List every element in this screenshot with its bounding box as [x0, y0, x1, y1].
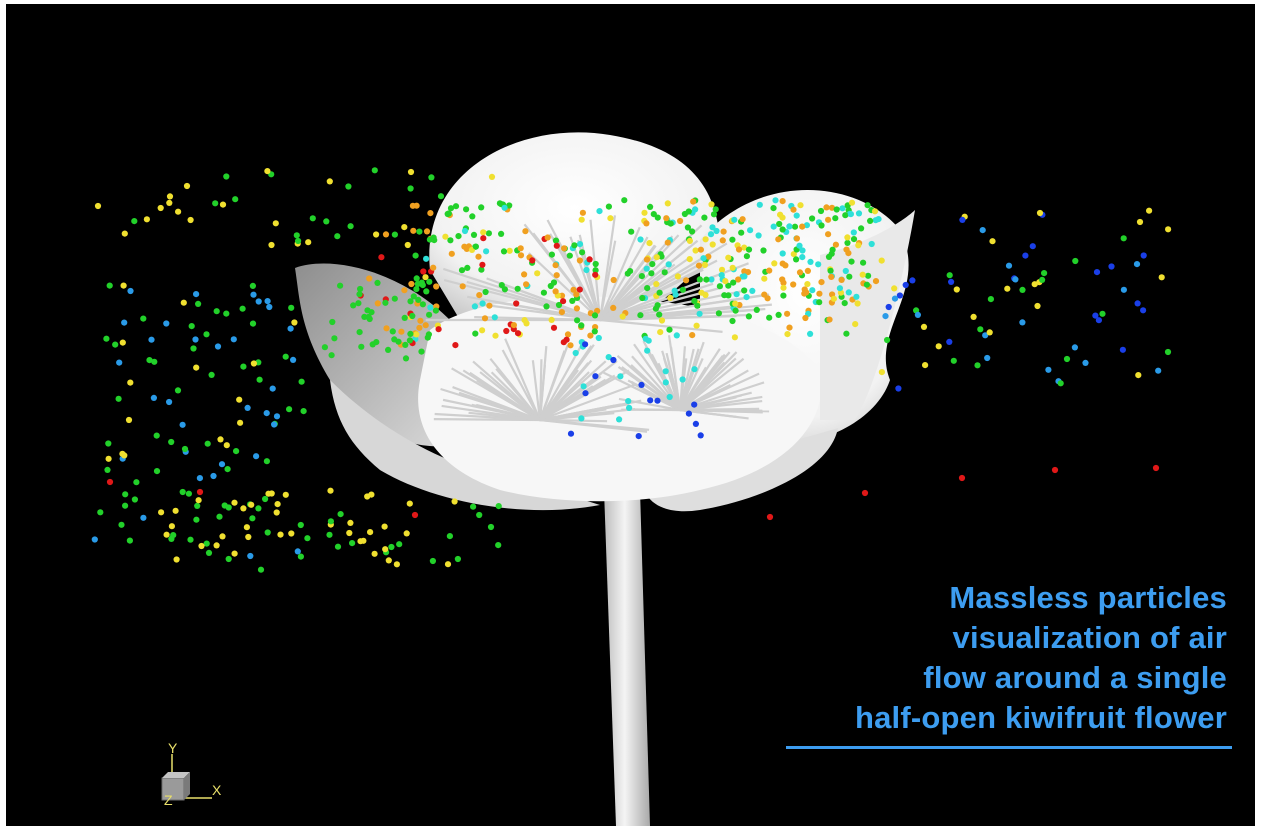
axis-triad [161, 754, 212, 801]
axis-label-z: Z [164, 792, 173, 808]
caption-line-3: flow around a single [923, 660, 1227, 695]
back-petal [429, 132, 720, 320]
axis-label-x: X [212, 782, 222, 798]
caption: Massless particles visualization of air … [757, 578, 1227, 738]
axis-label-y: Y [168, 740, 178, 756]
caption-underline [786, 746, 1232, 749]
caption-line-4: half-open kiwifruit flower [854, 700, 1227, 735]
flower-stem [604, 490, 650, 826]
frame-border-right [1255, 0, 1261, 826]
frame-border-left [0, 0, 6, 826]
caption-line-1: Massless particles [949, 580, 1227, 615]
frame-border-top [0, 0, 1261, 4]
right-sepal [820, 210, 915, 420]
left-front-petal [330, 380, 600, 511]
caption-line-2: visualization of air [952, 620, 1227, 655]
flow-particles [91, 167, 1172, 573]
